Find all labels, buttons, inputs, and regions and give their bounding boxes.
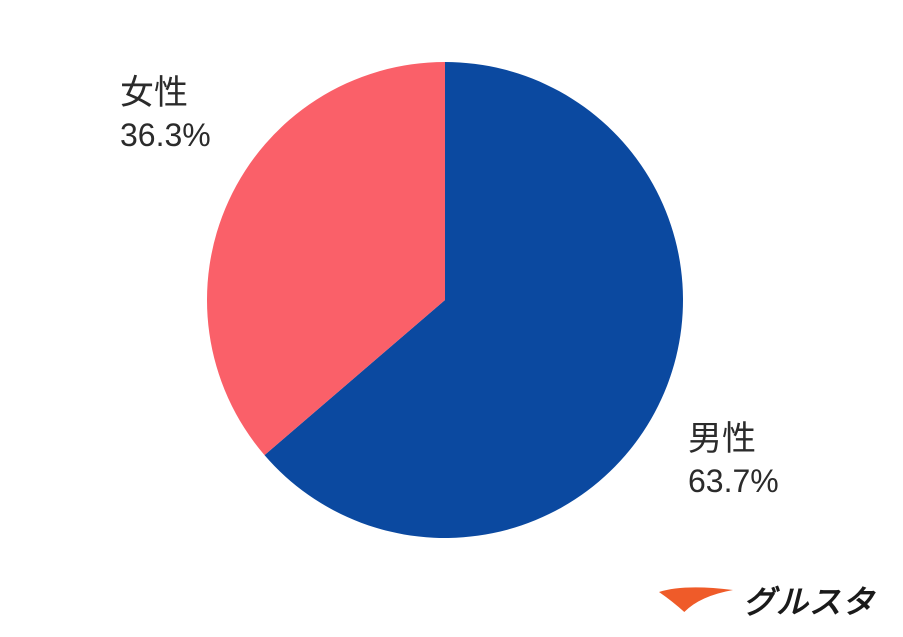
slice-label-female: 女性 36.3% bbox=[120, 72, 211, 155]
swoosh-icon bbox=[657, 586, 735, 614]
brand-logo: グルスタ bbox=[657, 577, 875, 623]
slice-pct-male: 63.7% bbox=[688, 461, 779, 501]
brand-logo-text: グルスタ bbox=[743, 577, 875, 623]
slice-name-female: 女性 bbox=[120, 72, 211, 115]
slice-label-male: 男性 63.7% bbox=[688, 418, 779, 501]
slice-name-male: 男性 bbox=[688, 418, 779, 461]
slice-pct-female: 36.3% bbox=[120, 115, 211, 155]
pie-chart-container: 男性 63.7% 女性 36.3% グルスタ bbox=[0, 0, 903, 637]
